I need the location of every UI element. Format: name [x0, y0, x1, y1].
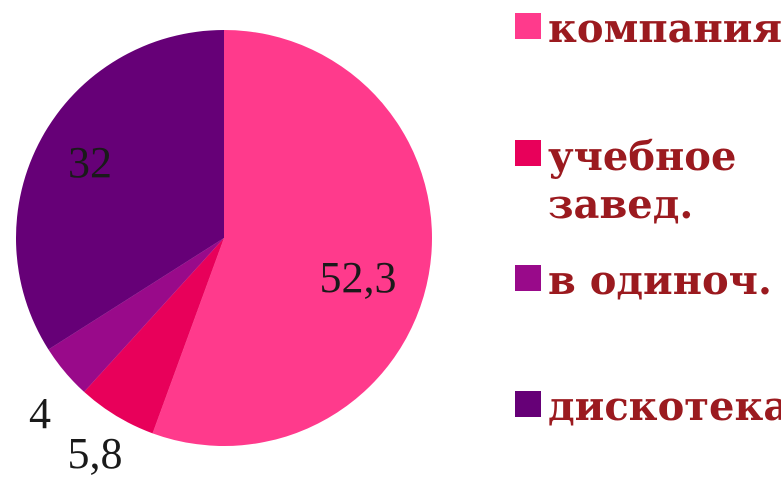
- data-labels: 52,3 5,8 4 32: [29, 138, 397, 478]
- pie-slice: [15, 30, 225, 350]
- legend-label: учебное: [548, 133, 736, 180]
- slice-value-label: 5,8: [68, 429, 123, 478]
- legend-swatch: [515, 391, 541, 417]
- slice-value-label: 32: [68, 138, 112, 187]
- legend-label: компания: [548, 5, 781, 52]
- pie-slice: [84, 238, 224, 434]
- pie-slice: [48, 238, 224, 392]
- legend-swatch: [515, 140, 541, 166]
- pie-slices: [15, 30, 433, 446]
- legend-label: завед.: [548, 181, 693, 228]
- slice-value-label: 4: [29, 389, 51, 438]
- legend-swatch: [515, 13, 541, 39]
- legend-label: в одиноч.: [548, 257, 772, 304]
- pie-slice: [152, 30, 433, 446]
- legend-item: в одиноч.: [515, 257, 772, 304]
- legend-swatch: [515, 265, 541, 291]
- legend-item: компания: [515, 5, 781, 52]
- slice-value-label: 52,3: [320, 253, 397, 302]
- legend-label: дискотека: [548, 383, 781, 430]
- legend-item: дискотека: [515, 383, 781, 430]
